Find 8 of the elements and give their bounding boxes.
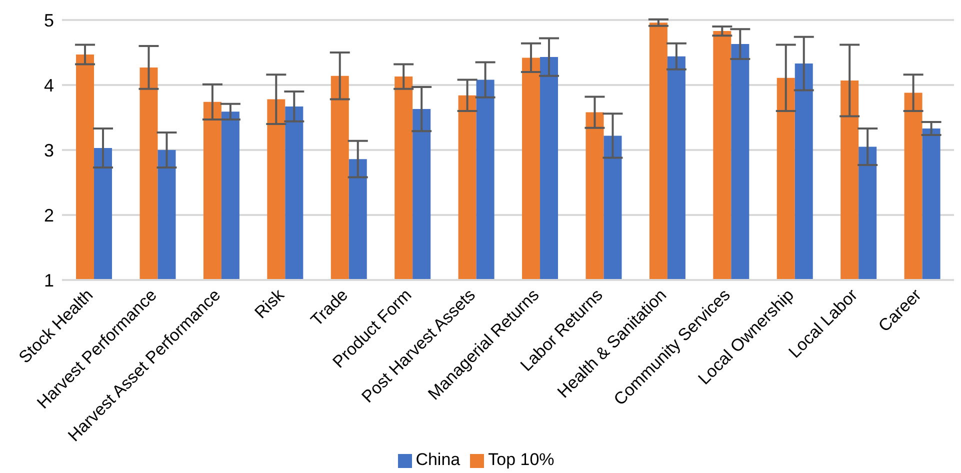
y-tick-label: 5 bbox=[44, 10, 54, 30]
x-tick-label: Risk bbox=[251, 285, 288, 322]
y-tick-label: 3 bbox=[44, 140, 54, 160]
y-tick-label: 1 bbox=[44, 270, 54, 290]
y-tick-label: 4 bbox=[44, 75, 54, 96]
legend-label: Top 10% bbox=[488, 450, 554, 469]
y-tick-label: 2 bbox=[44, 205, 54, 226]
legend-label: China bbox=[416, 450, 460, 469]
